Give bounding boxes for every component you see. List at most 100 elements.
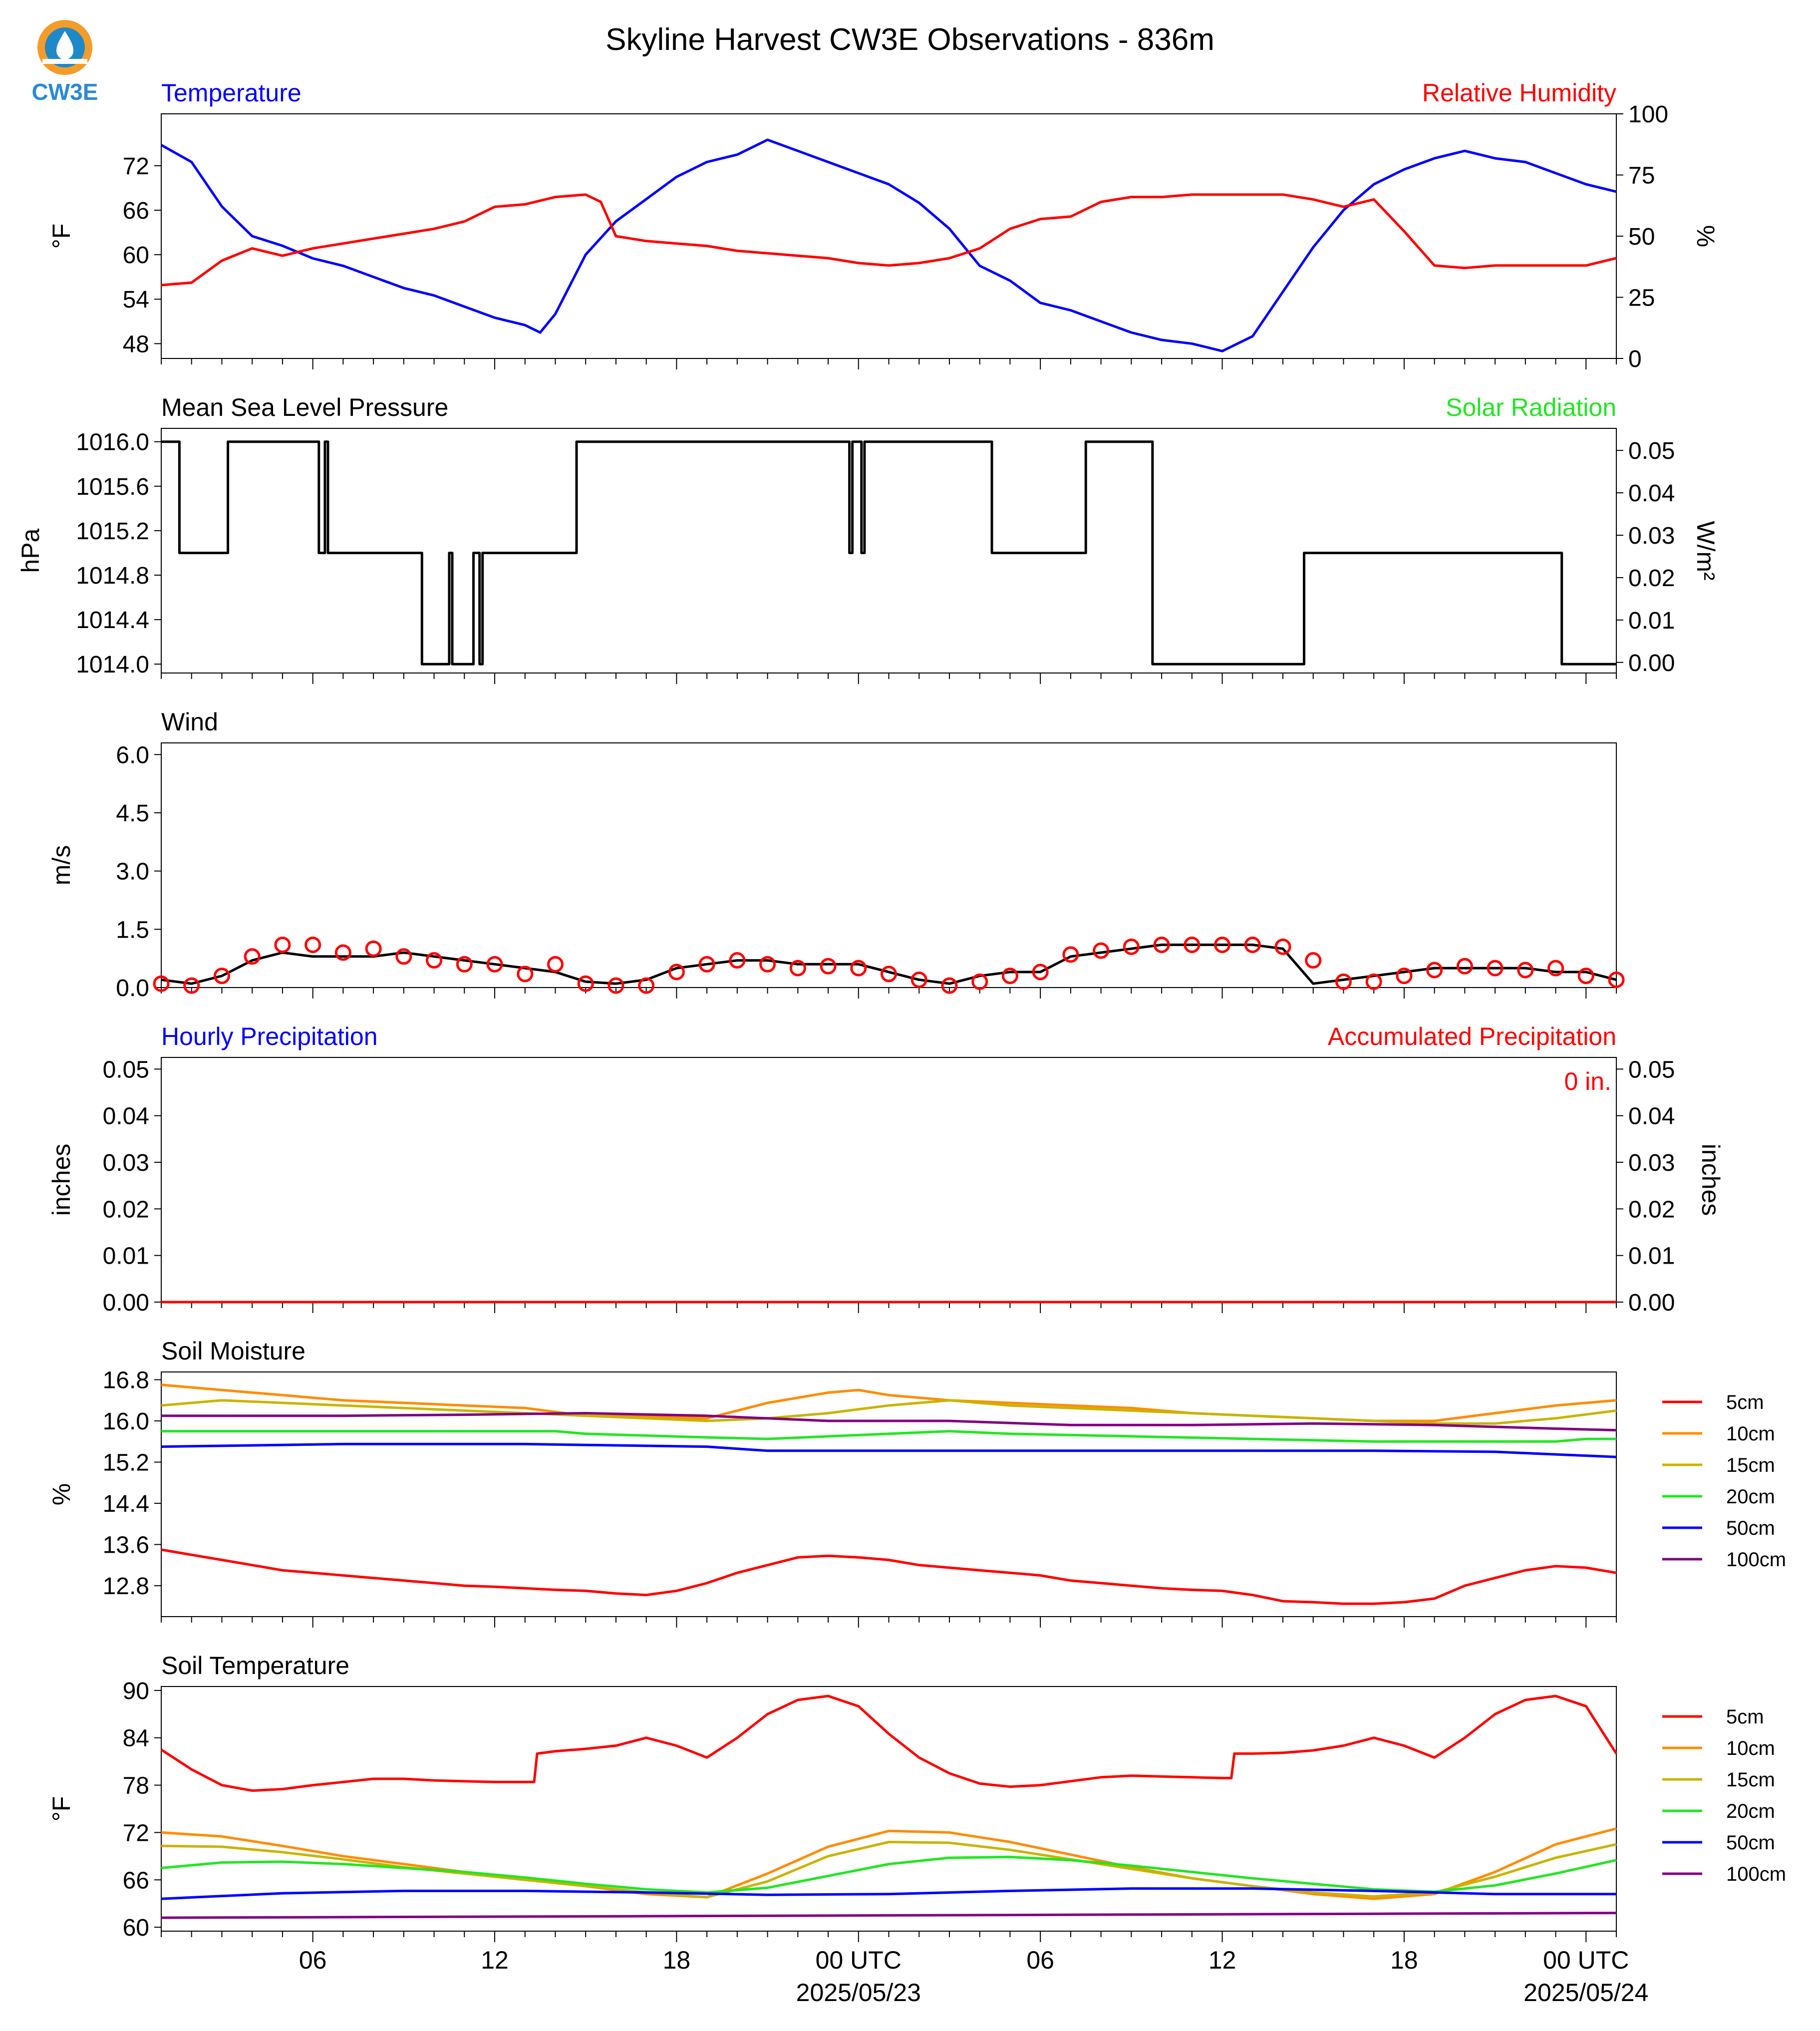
y-tick-label: 16.0 bbox=[103, 1408, 149, 1435]
gust-point bbox=[1032, 964, 1049, 981]
y2-tick-label: 75 bbox=[1628, 163, 1655, 189]
y2-tick-label: 0.01 bbox=[1628, 608, 1675, 634]
gust-point bbox=[1305, 952, 1322, 969]
y-tick-label: 0.00 bbox=[103, 1290, 149, 1316]
legend-label: 5cm bbox=[1726, 1706, 1764, 1728]
series-line-20cm bbox=[161, 1855, 1617, 1894]
gust-point bbox=[1244, 936, 1261, 953]
series-line-50cm bbox=[161, 1442, 1617, 1458]
panel-frame bbox=[161, 1371, 1617, 1617]
y2-tick-label: 25 bbox=[1628, 285, 1655, 312]
gust-point bbox=[1062, 946, 1079, 963]
y-tick-label: 15.2 bbox=[103, 1450, 149, 1476]
y2-tick-label: 0.02 bbox=[1628, 565, 1675, 592]
gust-point bbox=[577, 975, 594, 992]
series-line-50cm bbox=[161, 1887, 1616, 1900]
legend-label: 10cm bbox=[1726, 1737, 1775, 1759]
y2-tick-label: 0.05 bbox=[1628, 1056, 1675, 1083]
gust-point bbox=[183, 977, 200, 994]
panel-frame bbox=[161, 113, 1617, 359]
y-tick-label: 60 bbox=[123, 1915, 149, 1941]
y-tick-label: 60 bbox=[123, 242, 149, 269]
gust-point bbox=[1184, 936, 1201, 953]
y2-tick-label: 100 bbox=[1628, 101, 1668, 128]
cw3e-logo: CW3E bbox=[32, 20, 98, 105]
gust-point bbox=[517, 966, 534, 983]
x-tick-label: 18 bbox=[663, 1946, 691, 1974]
series-line-10cm bbox=[161, 1827, 1617, 1900]
gust-point bbox=[638, 977, 655, 994]
y-tick-label: 14.4 bbox=[103, 1491, 149, 1517]
y-tick-label: 84 bbox=[123, 1725, 149, 1752]
gust-point bbox=[1608, 971, 1625, 988]
gust-point bbox=[1214, 936, 1231, 953]
y-tick-label: 0.03 bbox=[103, 1150, 149, 1176]
y-tick-label: 48 bbox=[123, 331, 149, 357]
gust-point bbox=[1274, 938, 1291, 955]
y-axis-label: °F bbox=[47, 224, 75, 249]
gust-point bbox=[759, 956, 776, 973]
y-tick-label: 1014.8 bbox=[76, 563, 149, 589]
y2-tick-label: 0.04 bbox=[1628, 1103, 1675, 1130]
y-tick-label: 90 bbox=[123, 1678, 149, 1704]
legend-label: 10cm bbox=[1726, 1423, 1775, 1445]
series-line-relative-humidity bbox=[161, 193, 1617, 287]
x-tick-label: 06 bbox=[1026, 1946, 1054, 1974]
gust-point bbox=[1001, 968, 1018, 985]
gust-point bbox=[1093, 942, 1110, 959]
legend-label: 15cm bbox=[1726, 1769, 1775, 1791]
y2-tick-label: 0.02 bbox=[1628, 1196, 1675, 1223]
gust-point bbox=[729, 952, 746, 969]
y2-axis-label: W/m² bbox=[1692, 521, 1720, 580]
gust-point bbox=[668, 964, 685, 981]
y2-tick-label: 0.04 bbox=[1628, 480, 1675, 507]
legend-label: 50cm bbox=[1726, 1832, 1775, 1854]
panel-precip: Hourly Precipitation Accumulated Precipit… bbox=[47, 1022, 1725, 1316]
y-tick-label: 0.01 bbox=[103, 1243, 149, 1270]
y-tick-label: 13.6 bbox=[103, 1532, 149, 1559]
y-tick-label: 78 bbox=[123, 1773, 149, 1799]
y-tick-label: 1015.2 bbox=[76, 518, 149, 545]
x-tick-label: 00 UTC bbox=[816, 1946, 902, 1974]
gust-point bbox=[1456, 958, 1473, 975]
gust-point bbox=[1487, 960, 1504, 977]
gust-point bbox=[274, 936, 291, 953]
panel-title-right: Relative Humidity bbox=[1422, 79, 1616, 107]
gust-point bbox=[1577, 968, 1594, 985]
gust-point bbox=[456, 956, 473, 973]
panel-title-left: Hourly Precipitation bbox=[161, 1022, 378, 1050]
gust-point bbox=[1517, 962, 1534, 979]
series-line-5cm bbox=[161, 1548, 1617, 1605]
panel-title-left: Soil Moisture bbox=[161, 1337, 305, 1365]
series-line-100cm bbox=[161, 1912, 1617, 1919]
y-tick-label: 0.0 bbox=[116, 975, 149, 1002]
y2-tick-label: 0.01 bbox=[1628, 1243, 1675, 1270]
panel-title-left: Mean Sea Level Pressure bbox=[161, 393, 448, 421]
gust-point bbox=[1396, 968, 1413, 985]
gust-point bbox=[365, 940, 382, 957]
legend-label: 100cm bbox=[1726, 1863, 1786, 1885]
y-tick-label: 66 bbox=[123, 1867, 149, 1894]
y-tick-label: 1015.6 bbox=[76, 474, 149, 500]
gust-point bbox=[789, 960, 806, 977]
gust-point bbox=[941, 977, 958, 994]
y-tick-label: 0.02 bbox=[103, 1196, 149, 1223]
gust-point bbox=[607, 977, 624, 994]
y2-axis-label: % bbox=[1692, 225, 1720, 247]
legend-label: 20cm bbox=[1726, 1800, 1775, 1822]
panel-soil-moisture: Soil Moisture 12.8 13.6 14.4 15.2 16.0 16.8% 5c… bbox=[47, 1337, 1786, 1628]
series-line-5cm bbox=[160, 1694, 1618, 1792]
y-axis-label: hPa bbox=[16, 528, 44, 573]
accumulated-total: 0 in. bbox=[1564, 1067, 1611, 1095]
y2-tick-label: 0 bbox=[1628, 346, 1642, 372]
x-tick-label: 12 bbox=[1209, 1946, 1236, 1974]
y-tick-label: 12.8 bbox=[103, 1573, 149, 1600]
gust-point bbox=[486, 956, 503, 973]
y-tick-label: 1.5 bbox=[116, 917, 149, 943]
panel-wind: Wind 0.0 1.5 3.0 4.5 6.0 m/s bbox=[47, 708, 1625, 1002]
logo-drop-icon bbox=[56, 31, 73, 59]
x-tick-label: 06 bbox=[299, 1946, 327, 1974]
gust-point bbox=[547, 956, 564, 973]
